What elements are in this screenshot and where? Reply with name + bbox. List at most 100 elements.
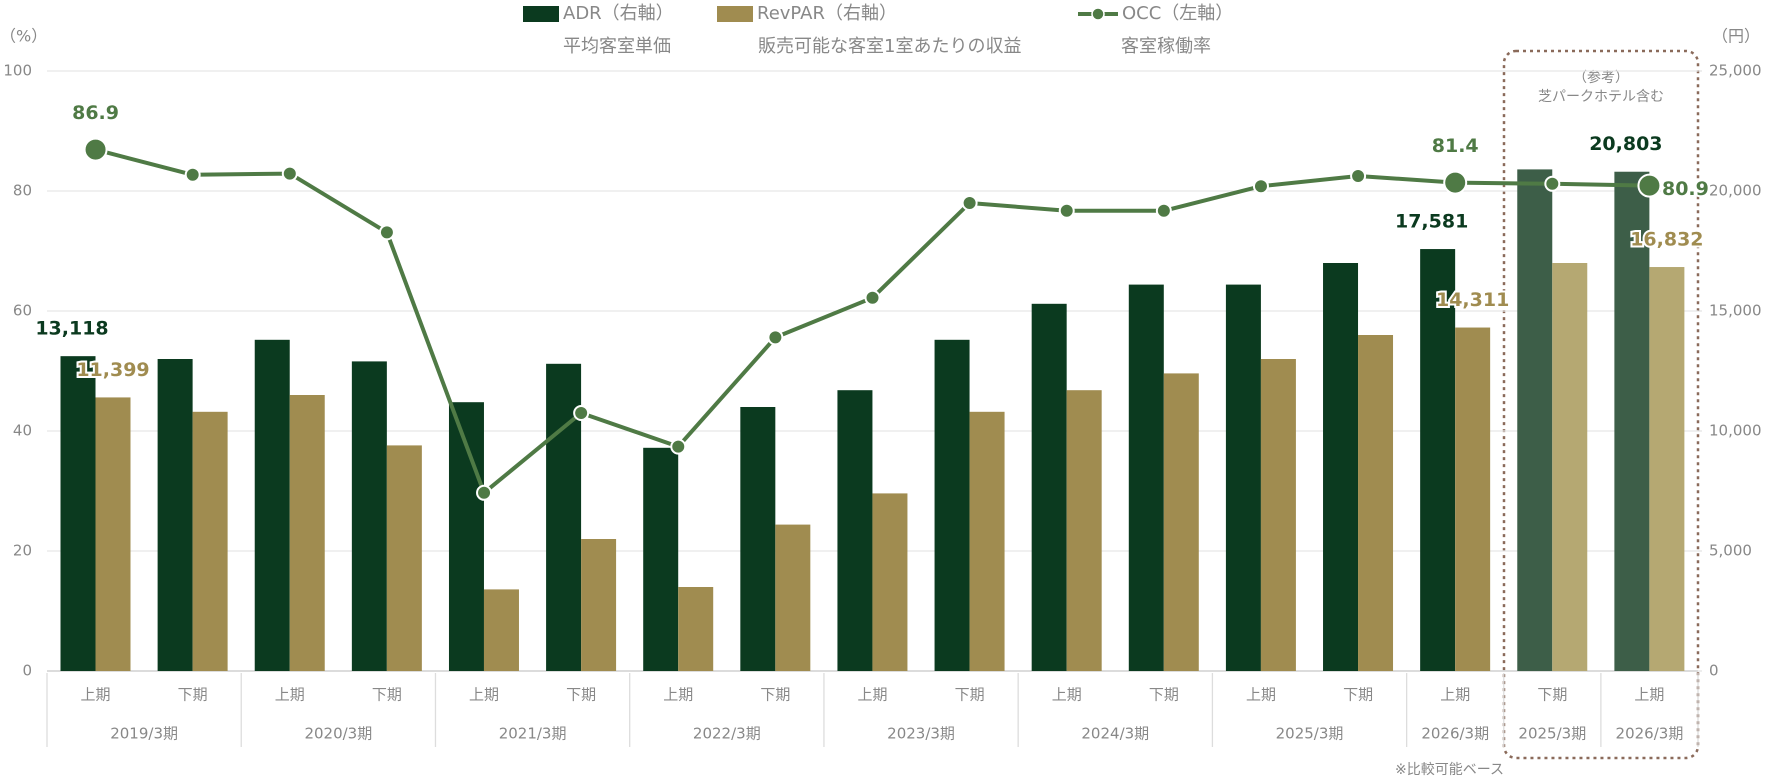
bar [1649,267,1685,671]
y-tick-label: 40 [13,422,32,440]
group-label: 2025/3期 [1518,725,1586,743]
legend-description: 平均客室単価 [563,36,671,57]
x-tick-label: 上期 [1052,686,1082,704]
occ-point [1544,175,1561,192]
bar [254,339,290,671]
occ-point [573,405,590,421]
bar [1225,284,1261,671]
y-tick-label: 100 [3,62,32,80]
legend-label: OCC（左軸） [1122,3,1233,24]
bar [1420,249,1456,671]
group-label: 2023/3期 [887,725,955,743]
y-tick-label: 80 [13,182,32,200]
legend-swatch [523,6,559,22]
bar [934,339,970,671]
y-tick-label: 0 [22,662,32,680]
occ-point [281,165,298,182]
value-label: 81.4 [1432,135,1479,157]
bar [351,361,387,671]
x-tick-label: 上期 [857,686,887,704]
x-tick-label: 下期 [566,686,596,704]
occ-point [184,166,201,183]
legend-label: ADR（右軸） [563,3,674,24]
bar [581,539,617,671]
y2-tick-label: 15,000 [1709,302,1762,320]
group-label: 2026/3期 [1421,725,1489,743]
value-label: 11,399 [76,359,149,381]
value-label: 17,581 [1395,211,1468,233]
legend-swatch [717,6,753,22]
x-tick-label: 下期 [760,686,790,704]
annotation: （参考） [1573,69,1629,86]
bar [95,397,131,671]
bar [1517,169,1553,671]
reference-box [1502,49,1700,760]
bar [1552,263,1588,671]
y-tick-label: 20 [13,542,32,560]
y2-tick-label: 25,000 [1709,62,1762,80]
occ-point [670,438,687,455]
bar [1163,373,1199,671]
value-label: 86.9 [72,102,119,124]
y2-unit: （円） [1712,27,1760,46]
group-label: 2021/3期 [499,725,567,743]
x-tick-label: 上期 [81,686,111,704]
occ-point [1637,173,1662,198]
x-tick-label: 上期 [469,686,499,704]
occ-point [1155,202,1172,219]
x-tick-label: 上期 [275,686,305,704]
bar [157,359,193,671]
y2-tick-label: 5,000 [1709,542,1752,560]
bar [1128,284,1164,671]
occ-point [767,329,784,346]
occ-point [961,195,978,211]
bar [386,445,422,671]
occ-point [1443,170,1468,195]
group-label: 2020/3期 [304,725,372,743]
bar [60,356,96,671]
bar [1455,327,1491,671]
bar [289,395,325,671]
y-unit: （%） [0,27,47,46]
bar [192,411,228,671]
bar [678,587,714,671]
bar [1260,359,1296,671]
legend-description: 販売可能な客室1室あたりの収益 [758,36,1021,57]
x-tick-label: 上期 [1246,686,1276,704]
bar [969,411,1005,671]
x-tick-label: 下期 [1149,686,1179,704]
bar [837,390,873,671]
value-label: 20,803 [1589,133,1662,155]
bar [483,589,519,671]
y2-tick-label: 10,000 [1709,422,1762,440]
occ-line [95,147,1650,495]
y-tick-label: 60 [13,302,32,320]
x-tick-label: 上期 [1634,686,1664,704]
bar [1358,335,1394,671]
bar [775,524,811,671]
legend-description: 客室稼働率 [1121,36,1211,57]
x-tick-label: 下期 [1343,686,1373,704]
bar [872,493,908,671]
legend-swatch [1091,7,1105,21]
x-tick-label: 上期 [663,686,693,704]
value-label: 16,832 [1630,229,1703,251]
bar [1031,303,1067,671]
group-label: 2019/3期 [110,725,178,743]
occ-point [378,224,395,241]
y2-tick-label: 20,000 [1709,182,1762,200]
group-label: 2022/3期 [693,725,761,743]
x-tick-label: 上期 [1440,686,1470,704]
group-label: 2025/3期 [1276,725,1344,743]
occ-point [1252,178,1269,195]
value-label: 80.9 [1662,178,1709,200]
bar [740,407,776,671]
bar [643,447,679,671]
occ-point [864,289,881,306]
group-label: 2024/3期 [1081,725,1149,743]
annotation: 芝パークホテル含む [1538,89,1664,105]
occ-point [476,484,493,501]
footnote: ※比較可能ベース [1395,762,1504,778]
x-tick-label: 下期 [178,686,208,704]
